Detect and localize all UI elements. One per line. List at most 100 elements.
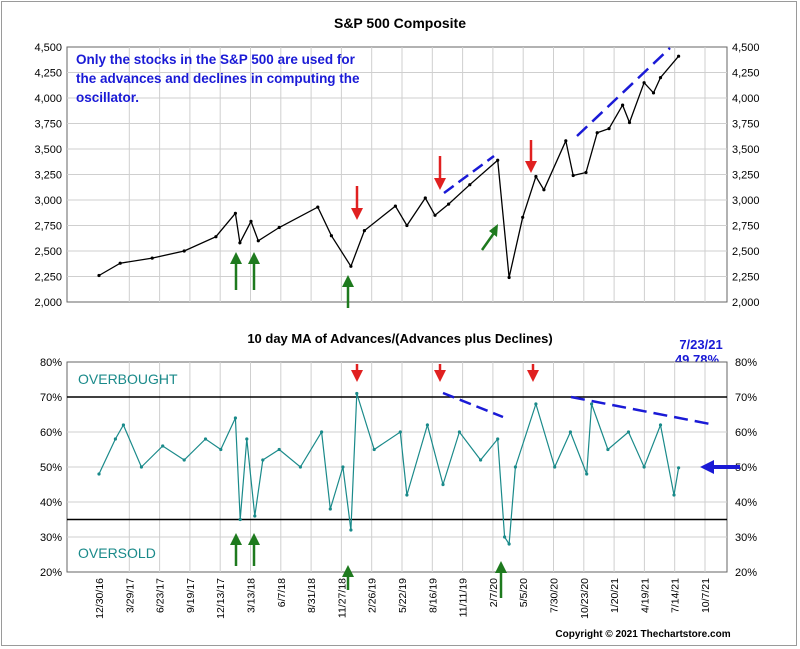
oscillator-series-line bbox=[98, 393, 680, 546]
oscillator-point bbox=[245, 437, 249, 441]
down-arrow bbox=[527, 364, 539, 382]
price-point bbox=[182, 249, 186, 253]
oscillator-point bbox=[553, 465, 557, 469]
price-y-tick-label: 3,500 bbox=[34, 144, 62, 156]
price-point bbox=[349, 264, 353, 268]
oscillator-y-tick-label: 70% bbox=[735, 392, 757, 404]
oscillator-y-tick-label: 30% bbox=[40, 532, 62, 544]
oscillator-y-tick-label: 40% bbox=[40, 497, 62, 509]
price-y-tick-label: 2,000 bbox=[732, 297, 760, 309]
price-point bbox=[534, 174, 538, 179]
latest-value-arrow bbox=[700, 460, 740, 474]
latest-date: 7/23/21 bbox=[679, 337, 722, 352]
x-tick-label: 7/14/21 bbox=[670, 578, 682, 613]
down-arrow bbox=[351, 186, 363, 220]
price-y-tick-label: 3,750 bbox=[34, 119, 62, 131]
x-tick-label: 4/19/21 bbox=[639, 578, 651, 613]
oscillator-y-tick-label: 80% bbox=[735, 357, 757, 369]
price-point bbox=[496, 158, 500, 162]
oscillator-point bbox=[479, 458, 483, 462]
price-y-tick-label: 2,500 bbox=[732, 246, 760, 258]
oscillator-point bbox=[341, 465, 345, 469]
oscillator-point bbox=[534, 402, 538, 406]
price-point bbox=[433, 213, 437, 217]
up-arrow bbox=[342, 275, 354, 308]
x-tick-label: 5/5/20 bbox=[518, 578, 530, 607]
price-point bbox=[571, 173, 575, 178]
x-tick-label: 3/13/18 bbox=[246, 578, 258, 613]
x-tick-label: 8/31/18 bbox=[306, 578, 318, 613]
oscillator-point bbox=[626, 430, 631, 434]
oscillator-point bbox=[139, 465, 143, 469]
price-buy-arrows bbox=[230, 224, 498, 308]
down-arrow bbox=[351, 364, 363, 382]
price-point bbox=[150, 256, 154, 260]
oscillator-y-tick-label: 30% bbox=[735, 532, 757, 544]
up-arrow bbox=[230, 533, 242, 566]
price-point bbox=[238, 241, 242, 245]
x-tick-label: 12/13/17 bbox=[215, 578, 227, 619]
price-point bbox=[97, 273, 101, 278]
price-point bbox=[233, 211, 237, 215]
price-point bbox=[584, 170, 588, 175]
oscillator-point bbox=[261, 458, 265, 462]
oscillator-point bbox=[405, 493, 409, 497]
price-point bbox=[468, 183, 472, 187]
price-y-tick-label: 3,000 bbox=[34, 195, 62, 207]
oscillator-point bbox=[253, 514, 257, 518]
oscillator-sell-arrows bbox=[351, 364, 539, 382]
oscillator-y-tick-label: 70% bbox=[40, 392, 62, 404]
price-point bbox=[393, 204, 397, 208]
oscillator-point bbox=[457, 430, 461, 434]
price-point bbox=[607, 127, 611, 131]
x-tick-label: 10/23/20 bbox=[579, 578, 591, 619]
x-tick-label: 3/29/17 bbox=[124, 578, 136, 613]
price-chart-title: S&P 500 Composite bbox=[334, 15, 466, 31]
price-y-tick-label: 3,250 bbox=[34, 170, 62, 182]
price-trendline bbox=[443, 154, 495, 195]
oscillator-point bbox=[113, 437, 117, 441]
price-y-tick-label: 2,250 bbox=[34, 272, 62, 284]
price-point bbox=[447, 202, 451, 206]
oscillator-point bbox=[277, 447, 281, 452]
price-y-tick-label: 2,750 bbox=[34, 221, 62, 233]
price-point bbox=[595, 131, 599, 135]
oscillator-point bbox=[328, 507, 332, 511]
oscillator-point bbox=[121, 423, 125, 427]
price-y-tick-label: 2,250 bbox=[732, 272, 760, 284]
oscillator-point bbox=[298, 465, 302, 469]
x-tick-label: 2/7/20 bbox=[488, 578, 500, 607]
oscillator-point bbox=[320, 430, 324, 434]
oscillator-y-tick-label: 20% bbox=[40, 567, 62, 579]
oscillator-y-axis-left: 20% 30% 40% 50% 60% 70% 80% bbox=[40, 357, 62, 579]
x-tick-label: 8/16/19 bbox=[427, 578, 439, 613]
down-arrow bbox=[525, 140, 537, 173]
up-arrow bbox=[248, 252, 260, 290]
oscillator-point bbox=[203, 437, 208, 441]
price-y-axis-right: 2,000 2,250 2,500 2,750 3,000 3,250 3,500 3,750… bbox=[732, 42, 760, 309]
price-series-line bbox=[98, 55, 680, 278]
copyright: Copyright © 2021 Thechartstore.com bbox=[555, 629, 730, 640]
x-tick-label: 12/30/16 bbox=[94, 578, 106, 619]
oscillator-buy-arrows bbox=[230, 533, 507, 598]
up-arrow bbox=[248, 533, 260, 566]
oscillator-point bbox=[677, 466, 681, 470]
price-point bbox=[118, 261, 122, 265]
oscillator-point bbox=[238, 517, 242, 522]
oscillator-point bbox=[503, 535, 507, 539]
x-tick-label: 10/7/21 bbox=[700, 578, 712, 613]
price-point bbox=[329, 234, 333, 238]
oscillator-point bbox=[606, 447, 610, 452]
down-arrow bbox=[434, 156, 446, 190]
up-arrow bbox=[342, 565, 354, 590]
x-tick-label: 6/7/18 bbox=[276, 578, 288, 607]
price-y-tick-label: 4,250 bbox=[34, 68, 62, 80]
oscillator-y-axis-right: 20% 30% 40% 50% 60% 70% 80% bbox=[735, 357, 757, 579]
price-y-tick-label: 4,250 bbox=[732, 68, 760, 80]
price-point bbox=[214, 235, 218, 239]
price-point bbox=[521, 215, 525, 219]
down-arrow bbox=[434, 364, 446, 382]
price-series-points bbox=[97, 54, 681, 280]
price-point bbox=[627, 120, 632, 125]
